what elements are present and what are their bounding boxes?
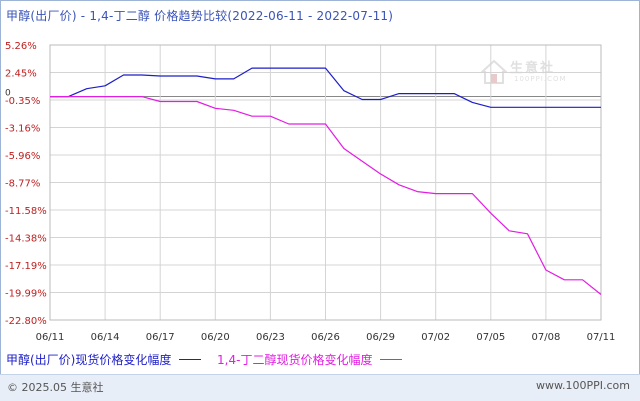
series-lines <box>50 67 602 295</box>
x-axis-ticks: 06/11 06/14 06/17 06/20 06/23 06/26 06/29 07/02… <box>36 332 616 343</box>
x-tick-label: 07/11 <box>587 332 616 343</box>
y-tick-label: -5.96% <box>5 151 40 162</box>
x-tick-label: 06/23 <box>256 332 285 343</box>
y-axis-ticks: 5.26% 2.45% -0.35% -3.16% -5.96% -8.77% -11.58… <box>5 41 47 327</box>
series-line-1 <box>50 67 601 108</box>
series-line-2 <box>50 95 602 295</box>
footer-copyright: © 2025.05 生意社 <box>7 381 104 394</box>
x-tick-label: 06/20 <box>201 332 230 343</box>
y-tick-label: 2.45% <box>5 69 37 80</box>
chart-title: 甲醇(出厂价) - 1,4-丁二醇 价格趋势比较(2022-06-11 - 20… <box>6 9 394 23</box>
y-tick-label: -11.58% <box>5 206 47 217</box>
y-tick-label: -3.16% <box>5 124 40 135</box>
y-tick-label: -19.99% <box>5 288 47 299</box>
legend-label-series2: 1,4-丁二醇现货价格变化幅度 <box>217 353 373 367</box>
legend: 甲醇(出厂价)现货价格变化幅度 1,4-丁二醇现货价格变化幅度 <box>6 351 414 368</box>
y-tick-label: 5.26% <box>5 41 37 52</box>
y-tick-label: -8.77% <box>5 179 40 190</box>
legend-swatch-series1 <box>179 359 202 360</box>
y-tick-label: -0.35% <box>5 96 40 107</box>
house-icon <box>481 59 507 84</box>
footer-bar <box>0 374 640 401</box>
x-tick-label: 07/02 <box>421 332 450 343</box>
watermark-subtext: 100PPI.COM <box>514 75 567 83</box>
x-tick-label: 06/17 <box>146 332 175 343</box>
y-tick-label: -14.38% <box>5 233 47 244</box>
footer-website[interactable]: www.100PPI.com <box>536 379 630 392</box>
legend-label-series1: 甲醇(出厂价)现货价格变化幅度 <box>6 353 172 367</box>
zero-label: 0 <box>5 89 11 99</box>
legend-swatch-series2 <box>380 359 403 360</box>
grid-lines <box>49 44 602 321</box>
y-tick-label: -22.80% <box>5 316 47 327</box>
x-tick-label: 06/11 <box>36 332 65 343</box>
y-tick-label: -17.19% <box>5 261 47 272</box>
x-tick-label: 06/29 <box>366 332 395 343</box>
x-tick-label: 06/26 <box>311 332 340 343</box>
x-tick-label: 07/05 <box>476 332 505 343</box>
plot-border <box>49 44 602 321</box>
x-tick-label: 07/08 <box>531 332 560 343</box>
x-tick-label: 06/14 <box>91 332 120 343</box>
